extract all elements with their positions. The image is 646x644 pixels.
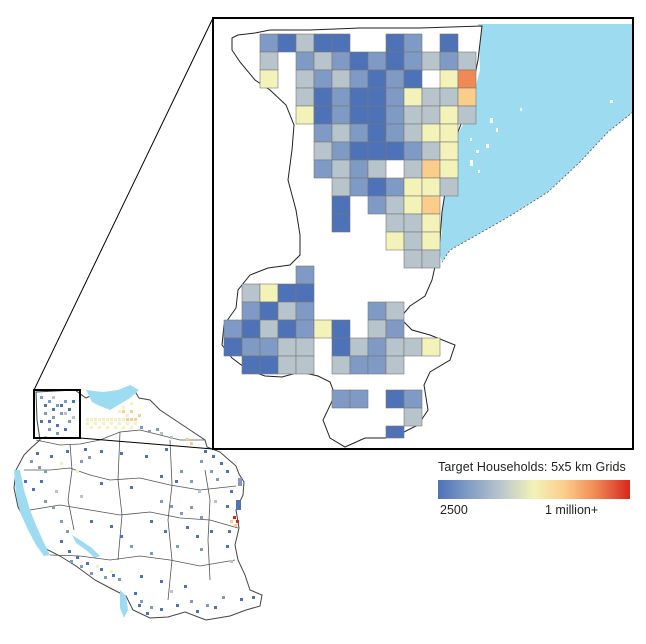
country-map — [13, 385, 263, 621]
inset-frame — [212, 17, 634, 450]
island-zanzibar — [236, 500, 241, 510]
legend-min-label: 2500 — [440, 503, 468, 517]
legend-title: Target Households: 5x5 km Grids — [438, 460, 626, 474]
legend-color-bar — [438, 480, 630, 499]
inset-map — [213, 18, 633, 449]
lake-victoria — [86, 385, 139, 410]
connector-line-top — [33, 17, 214, 391]
island-pemba — [238, 478, 242, 486]
inset-lake — [438, 24, 633, 262]
legend-max-label: 1 million+ — [545, 503, 599, 517]
lake-tanganyika — [14, 470, 50, 556]
lake-islands — [470, 100, 613, 173]
connector-line-bottom — [79, 437, 214, 450]
overview-grid-cells — [24, 396, 255, 615]
highlight-box — [33, 389, 81, 439]
lake-nyasa — [120, 590, 128, 618]
inset-grid-cells — [223, 33, 477, 439]
lake-rukwa — [72, 535, 100, 558]
